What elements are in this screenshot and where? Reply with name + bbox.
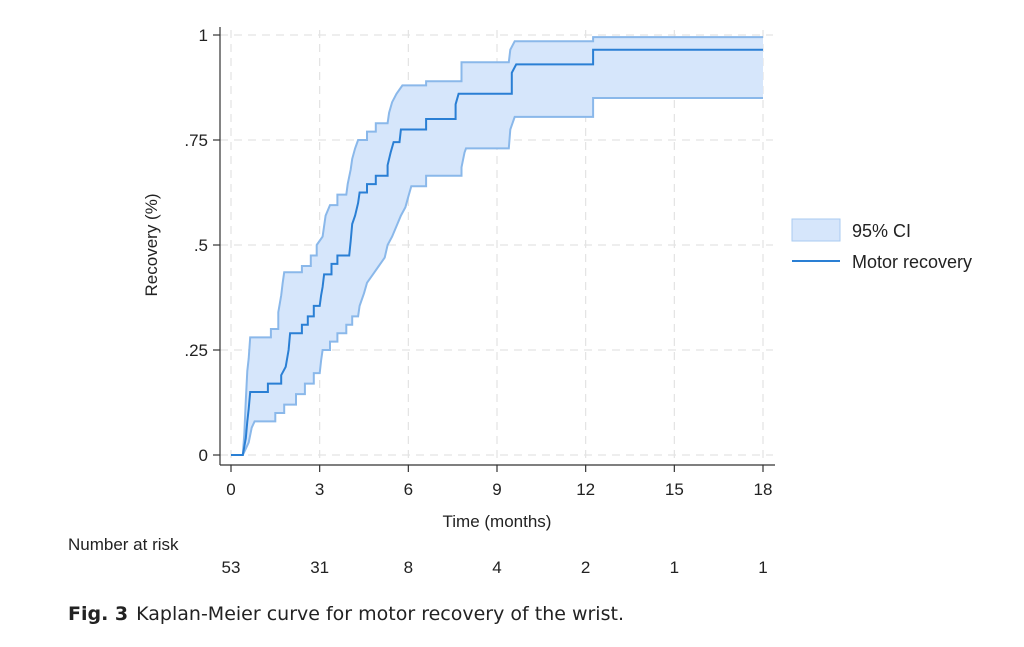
x-tick-label-0: 0 (226, 480, 235, 499)
x-tick-label-6: 18 (754, 480, 773, 499)
legend-line-label: Motor recovery (852, 252, 972, 272)
x-ticks: 0 3 6 9 12 15 18 (226, 465, 772, 499)
x-tick-label-1: 3 (315, 480, 324, 499)
x-tick-label-2: 6 (404, 480, 413, 499)
y-tick-label-4: 1 (199, 26, 208, 45)
y-ticks: 0 .25 .5 .75 1 (184, 26, 220, 465)
y-tick-label-2: .5 (194, 236, 208, 255)
y-tick-label-1: .25 (184, 341, 208, 360)
y-tick-label-3: .75 (184, 131, 208, 150)
kaplan-meier-chart: 0 3 6 9 12 15 18 0.25.5.751 Time (months) Reco… (68, 26, 972, 577)
ci-band-area (231, 37, 763, 455)
risk-value-3: 4 (492, 558, 501, 577)
risk-table-values: 53 31 8 4 2 1 1 (222, 558, 768, 577)
x-tick-label-5: 15 (665, 480, 684, 499)
legend-ci-label: 95% CI (852, 221, 911, 241)
figure-caption-text: Kaplan-Meier curve for motor recovery of… (136, 603, 624, 625)
x-axis-title: Time (months) (443, 512, 552, 531)
x-tick-label-4: 12 (576, 480, 595, 499)
figure-label: Fig. 3 (68, 603, 129, 625)
x-tick-label-3: 9 (492, 480, 501, 499)
risk-table-title: Number at risk (68, 535, 179, 554)
legend-ci-swatch (791, 218, 841, 242)
y-tick-label-0: 0 (199, 446, 208, 465)
risk-value-6: 1 (758, 558, 767, 577)
risk-value-5: 1 (670, 558, 679, 577)
risk-value-2: 8 (404, 558, 413, 577)
risk-value-4: 2 (581, 558, 590, 577)
risk-value-0: 53 (222, 558, 241, 577)
ci-lower-line (231, 97, 763, 456)
risk-value-1: 31 (310, 558, 329, 577)
y-axis-title: Recovery (%) (142, 194, 161, 297)
figure-caption: Fig. 3 Kaplan-Meier curve for motor recov… (68, 603, 624, 625)
motor-recovery-line (231, 48, 763, 456)
legend: 95% CI Motor recovery (791, 218, 972, 272)
ci-upper-line (231, 36, 763, 456)
